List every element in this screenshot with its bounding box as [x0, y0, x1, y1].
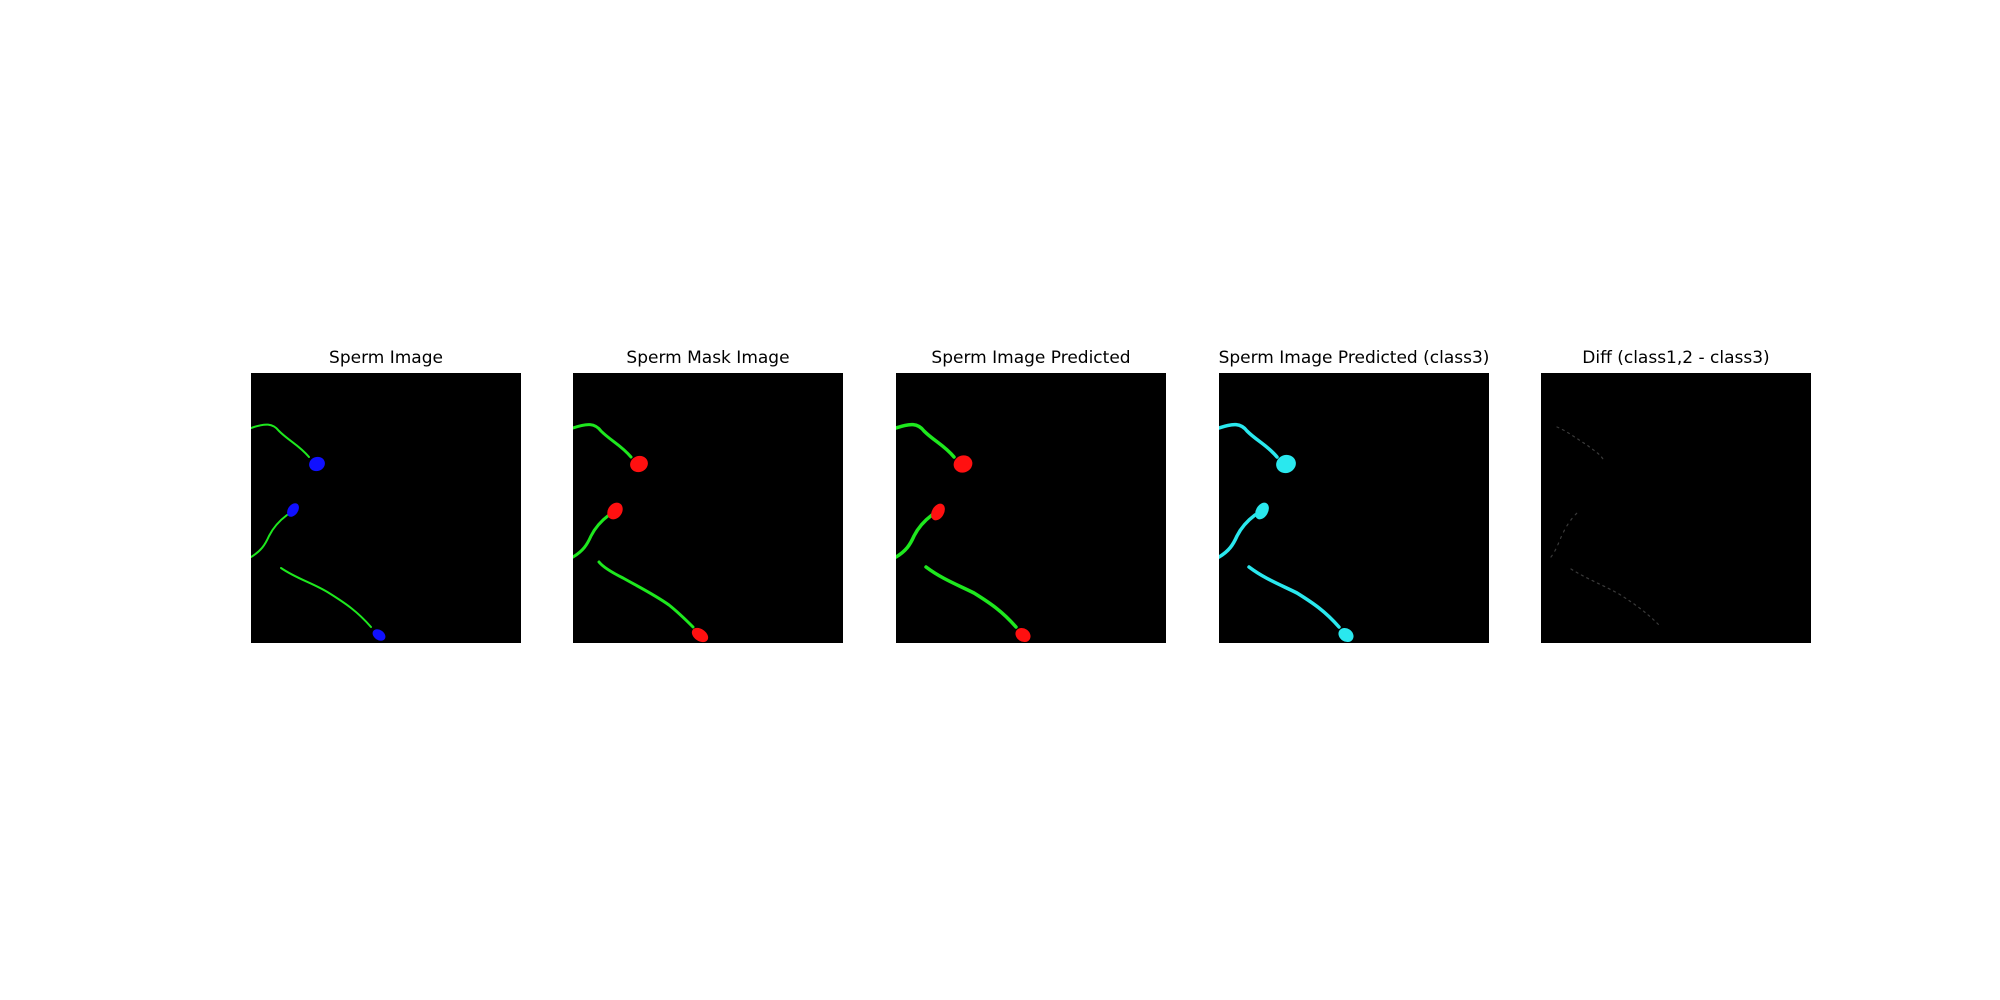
sperm-image-predicted — [896, 373, 1166, 643]
sperm-cell-3 — [1247, 565, 1354, 643]
sperm-cell-1 — [573, 423, 648, 473]
diff-image — [1541, 373, 1811, 643]
diff-residual-3 — [1570, 568, 1660, 626]
diff-residual-1 — [1556, 426, 1604, 460]
sperm-cell-3 — [597, 560, 709, 643]
sperm-mask-image — [573, 373, 843, 643]
panel-title: Diff (class1,2 - class3) — [1582, 348, 1770, 368]
sperm-image — [251, 373, 521, 643]
sperm-cell-2 — [896, 503, 945, 559]
panel-title: Sperm Image Predicted (class3) — [1218, 348, 1490, 368]
panel-title: Sperm Image — [329, 348, 443, 368]
sperm-cell-1 — [896, 422, 973, 473]
sperm-cell-1 — [1219, 422, 1296, 474]
sperm-cell-2 — [573, 502, 623, 559]
sperm-cell-2 — [1219, 502, 1269, 559]
sperm-cell-1 — [251, 423, 325, 472]
diff-residual-2 — [1550, 512, 1578, 558]
sperm-cell-3 — [280, 567, 386, 641]
sperm-cell-2 — [251, 503, 299, 558]
sperm-cell-3 — [924, 565, 1031, 643]
sperm-image-predicted-class3 — [1219, 373, 1489, 643]
panel-title: Sperm Image Predicted — [931, 348, 1131, 368]
panel-title: Sperm Mask Image — [626, 348, 790, 368]
